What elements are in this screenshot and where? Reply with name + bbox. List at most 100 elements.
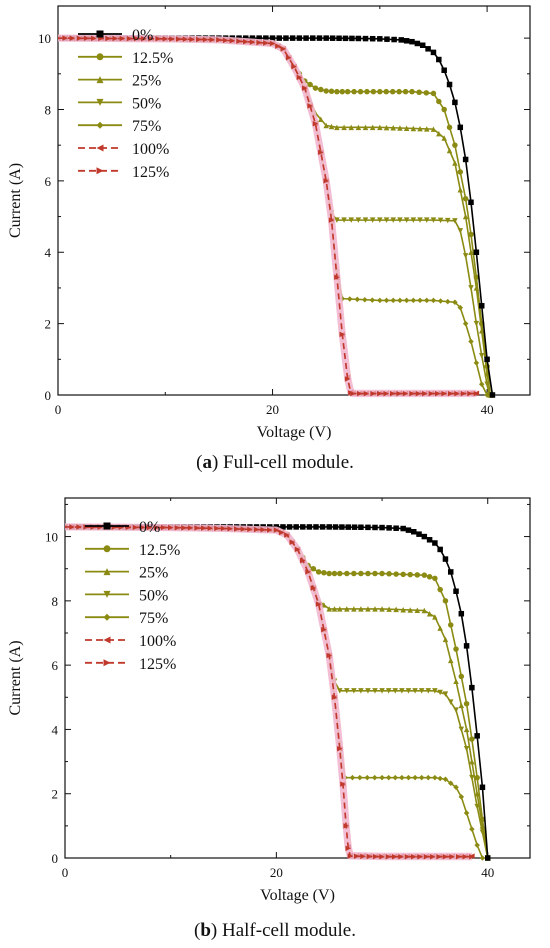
legend-item: 125% <box>85 656 176 673</box>
data-point <box>437 625 443 631</box>
data-point <box>162 36 169 42</box>
data-point <box>398 37 405 43</box>
data-point <box>402 88 409 95</box>
data-point <box>425 688 432 694</box>
series-125pct <box>58 34 480 398</box>
data-point <box>349 35 355 42</box>
data-point <box>390 297 396 304</box>
legend-swatch-marker <box>96 53 104 61</box>
data-point <box>454 390 460 397</box>
data-point <box>447 657 454 664</box>
data-point <box>345 524 351 530</box>
data-point <box>350 390 356 397</box>
data-point <box>399 774 405 781</box>
data-point <box>360 853 366 860</box>
data-point <box>181 525 187 531</box>
data-point <box>202 36 209 43</box>
y-tick-label: 8 <box>52 594 59 609</box>
data-point <box>441 135 447 141</box>
data-point <box>148 35 154 42</box>
data-point <box>392 774 399 781</box>
data-point <box>418 774 425 781</box>
data-point <box>326 652 332 659</box>
y-tick-label: 6 <box>45 174 52 189</box>
data-point <box>467 390 473 397</box>
data-point <box>460 390 467 397</box>
data-point <box>463 810 470 816</box>
legend-label: 0% <box>132 27 153 44</box>
data-point <box>484 356 490 363</box>
legend-swatch-marker <box>96 76 104 84</box>
data-point <box>355 124 362 131</box>
data-point <box>296 35 303 41</box>
data-point <box>357 774 363 781</box>
data-point <box>445 298 451 305</box>
data-point <box>474 842 480 848</box>
data-point <box>452 142 458 148</box>
data-point <box>187 525 194 531</box>
legend-swatch-marker <box>96 121 104 129</box>
data-point <box>293 524 299 530</box>
data-point <box>321 627 327 633</box>
data-point <box>436 130 442 137</box>
data-point <box>468 199 474 206</box>
data-point <box>416 89 422 95</box>
data-point <box>463 726 470 733</box>
plot-frame <box>64 497 531 859</box>
legend-label: 12.5% <box>139 542 180 559</box>
data-point <box>407 571 413 578</box>
data-point <box>468 231 474 238</box>
legend-item: 12.5% <box>78 50 173 67</box>
data-point <box>383 390 390 397</box>
data-point <box>358 570 364 577</box>
data-point <box>83 35 90 42</box>
data-point <box>458 673 465 680</box>
data-point <box>315 569 322 575</box>
data-point <box>280 46 287 52</box>
data-point <box>253 526 260 533</box>
data-point <box>337 745 343 752</box>
data-point <box>452 160 458 166</box>
data-point <box>377 217 383 223</box>
data-point <box>432 614 438 620</box>
data-point <box>289 539 295 545</box>
data-point <box>313 524 319 530</box>
data-point <box>315 601 322 607</box>
data-point <box>370 88 377 95</box>
data-point <box>452 299 458 305</box>
data-point <box>372 570 378 577</box>
data-point <box>363 390 370 397</box>
data-point <box>397 217 403 223</box>
data-point <box>328 88 335 95</box>
data-point <box>351 88 357 95</box>
data-point <box>345 845 351 852</box>
data-point <box>469 736 475 742</box>
data-point <box>453 646 459 652</box>
data-point <box>365 688 371 694</box>
data-point <box>301 85 308 91</box>
data-point <box>392 688 399 694</box>
data-point <box>300 557 306 564</box>
series-100pct <box>58 34 480 397</box>
data-point <box>169 36 175 42</box>
data-point <box>369 124 376 131</box>
data-point <box>370 390 376 397</box>
legend-swatch-marker <box>103 568 111 576</box>
x-tick-label: 0 <box>55 402 62 417</box>
data-point <box>369 217 376 223</box>
data-point <box>189 36 195 43</box>
data-point <box>347 296 353 302</box>
data-point <box>389 88 396 95</box>
data-point <box>283 35 289 41</box>
data-point <box>323 122 329 129</box>
y-axis-label: Current (A) <box>7 163 24 238</box>
legend-swatch-marker <box>103 659 111 667</box>
series-75pct <box>58 35 490 398</box>
data-point <box>453 678 459 684</box>
data-point <box>458 702 465 709</box>
data-point <box>437 217 444 224</box>
data-point <box>220 525 227 532</box>
data-point <box>424 126 430 132</box>
data-point <box>263 35 269 41</box>
y-axis-label: Current (A) <box>7 640 24 715</box>
